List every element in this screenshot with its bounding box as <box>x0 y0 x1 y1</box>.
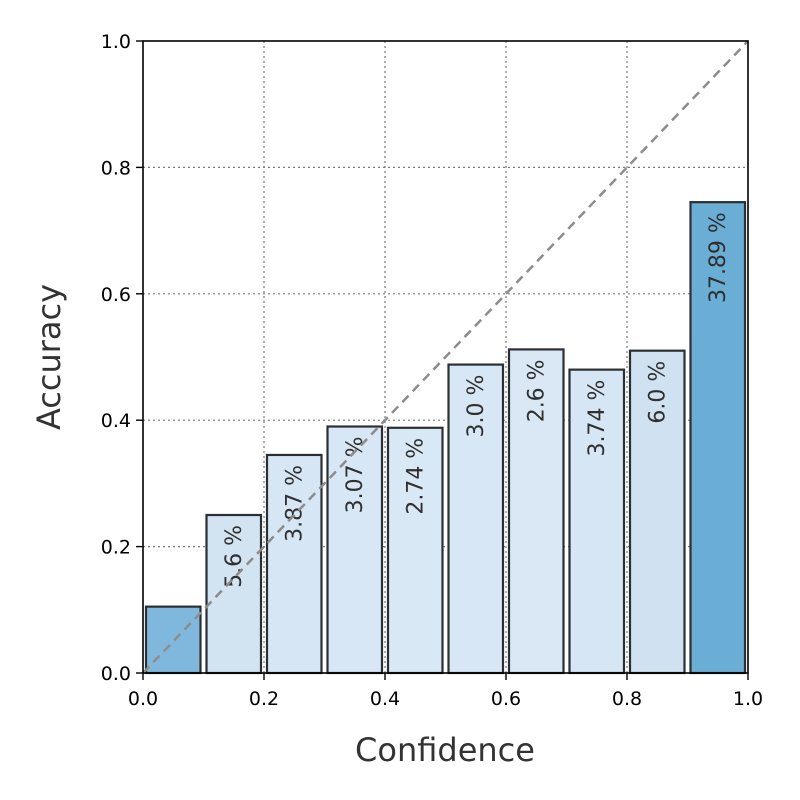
bar-bin-9 <box>628 349 686 675</box>
bar-bin-4 <box>326 425 384 675</box>
bar-labels: 5.6 % 3.87 % 3.07 % 2.74 % 3.0 % 2.6 % 3.74 % 6… <box>222 212 731 588</box>
bar-bin-3 <box>265 453 323 675</box>
grid <box>143 41 748 673</box>
y-tick-label: 0.8 <box>101 157 131 179</box>
y-tick-label: 0.4 <box>101 410 131 432</box>
bar-bin-10 <box>689 201 747 675</box>
y-tick-label: 0.2 <box>101 537 131 559</box>
x-axis-label: Confidence <box>355 731 535 769</box>
y-axis-ticks: 0.0 0.2 0.4 0.6 0.8 1.0 <box>101 31 143 685</box>
y-tick-label: 0.6 <box>101 284 131 306</box>
y-axis-label: Accuracy <box>30 284 68 430</box>
bar-label-bin-7: 2.6 % <box>524 359 549 422</box>
y-tick-label: 0.0 <box>101 663 131 685</box>
bar-bin-1 <box>144 605 202 675</box>
x-tick-label: 0.0 <box>128 688 158 710</box>
bar-label-bin-4: 3.07 % <box>343 437 368 514</box>
bar-label-bin-2: 5.6 % <box>222 525 247 588</box>
x-tick-label: 1.0 <box>733 688 763 710</box>
bar-bin-2 <box>205 513 263 675</box>
bars <box>144 201 747 675</box>
bar-label-bin-10: 37.89 % <box>706 212 731 303</box>
bar-label-bin-8: 3.74 % <box>585 380 610 457</box>
bar-bin-5 <box>386 426 444 675</box>
x-tick-label: 0.8 <box>612 688 642 710</box>
bar-label-bin-6: 3.0 % <box>464 375 489 438</box>
bar-label-bin-3: 3.87 % <box>282 465 307 542</box>
bar-label-bin-5: 2.74 % <box>403 438 428 515</box>
bar-bin-8 <box>568 368 626 675</box>
perfect-calibration-line <box>142 40 749 674</box>
y-tick-label: 1.0 <box>101 31 131 53</box>
bar-bin-6 <box>447 363 505 675</box>
bar-bin-7 <box>507 348 565 675</box>
x-axis-ticks: 0.0 0.2 0.4 0.6 0.8 1.0 <box>128 673 763 710</box>
x-tick-label: 0.6 <box>491 688 521 710</box>
bar-label-bin-9: 6.0 % <box>645 361 670 424</box>
x-tick-label: 0.2 <box>249 688 279 710</box>
x-tick-label: 0.4 <box>370 688 400 710</box>
plot-frame <box>142 40 749 674</box>
